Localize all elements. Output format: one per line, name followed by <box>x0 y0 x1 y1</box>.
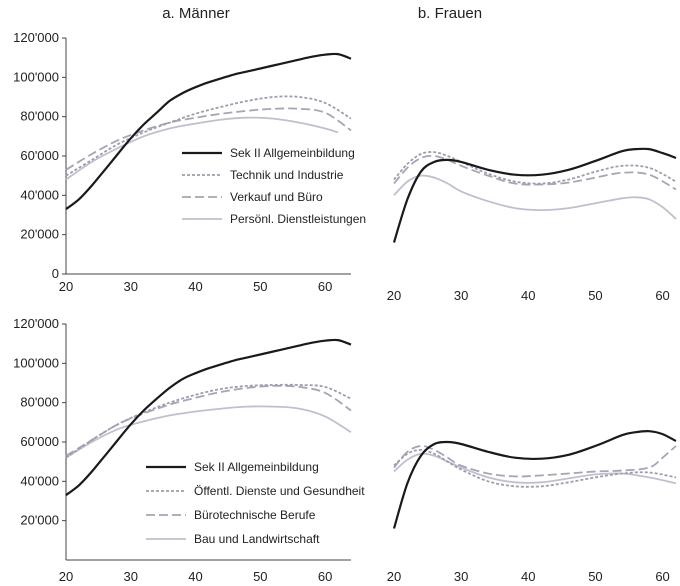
x-tick-label: 20 <box>387 288 401 303</box>
y-tick-label: 80'000 <box>20 109 59 124</box>
series-line-personl-dienstleistungen <box>65 116 339 181</box>
x-tick-label: 60 <box>318 569 332 584</box>
legend-label-sek-ii-allgemeinbildung: Sek II Allgemeinbildung <box>230 146 355 160</box>
series-line-sek-ii-allgemeinbildung <box>392 147 677 243</box>
x-tick-label: 60 <box>318 279 332 294</box>
x-tick-label: 40 <box>521 288 535 303</box>
x-tick-label: 30 <box>454 569 468 584</box>
series-line-sek-ii-allgemeinbildung <box>392 430 677 529</box>
x-tick-label: 40 <box>521 569 535 584</box>
x-tick-label: 40 <box>188 279 202 294</box>
series-line-technik-und-industrie <box>65 95 352 177</box>
x-tick-label: 20 <box>387 569 401 584</box>
plot-maenner-top: 0 20'000 40'000 60'000 80'000 100'000 120'000 2… <box>13 30 366 294</box>
series-line-sek-ii-allgemeinbildung <box>65 52 352 210</box>
x-tick-label: 40 <box>188 569 202 584</box>
x-tick-label: 20 <box>59 569 73 584</box>
x-tick-label: 30 <box>124 569 138 584</box>
legend-label-sek-ii-allgemeinbildung: Sek II Allgemeinbildung <box>194 460 319 474</box>
series-line-burotechnische-berufe <box>65 384 352 457</box>
series-line-personl-dienstleistungen <box>393 174 677 220</box>
series-line-bau-und-landwirtschaft <box>65 405 352 459</box>
x-tick-label: 50 <box>588 288 602 303</box>
series-line-sek-ii-allgemeinbildung <box>65 338 352 496</box>
panel-title-maenner: a. Männer <box>162 5 230 22</box>
y-tick-label: 80'000 <box>20 395 59 410</box>
series-line-verkauf-und-buro <box>393 155 677 191</box>
x-tick-label: 50 <box>588 569 602 584</box>
legend-label-bau-und-landwirtschaft: Bau und Landwirtschaft <box>194 532 320 546</box>
y-tick-label: 100'000 <box>13 355 59 370</box>
y-tick-label: 20'000 <box>20 513 59 528</box>
legend-label-personl-dienstleistungen: Persönl. Dienstleistungen <box>230 212 366 226</box>
series-line-burotechnische-berufe <box>393 444 677 478</box>
series-line-verkauf-und-buro <box>65 107 352 171</box>
x-tick-label: 20 <box>59 279 73 294</box>
plot-frauen-bottom: 20 30 40 50 60 <box>387 430 677 584</box>
y-tick-label: 100'000 <box>13 69 59 84</box>
x-tick-label: 30 <box>454 288 468 303</box>
legend-label-offentl-dienste-und-gesundheit: Öffentl. Dienste und Gesundheit <box>194 484 365 498</box>
y-tick-label: 120'000 <box>13 316 59 331</box>
y-tick-label: 60'000 <box>20 434 59 449</box>
panel-title-frauen: b. Frauen <box>418 5 482 22</box>
x-tick-label: 50 <box>253 569 267 584</box>
y-tick-label: 40'000 <box>20 473 59 488</box>
y-tick-label: 20'000 <box>20 227 59 242</box>
series-line-offentl-dienste-und-gesundheit <box>393 448 677 488</box>
y-tick-label: 0 <box>52 266 59 281</box>
y-tick-label: 120'000 <box>13 30 59 45</box>
plot-maenner-bottom: 20'000 40'000 60'000 80'000 100'000 120'000 20… <box>13 316 365 584</box>
plot-frauen-top: 20 30 40 50 60 <box>387 147 677 303</box>
y-tick-label: 40'000 <box>20 187 59 202</box>
legend-label-technik-und-industrie: Technik und Industrie <box>230 168 344 182</box>
x-tick-label: 50 <box>253 279 267 294</box>
series-line-offentl-dienste-und-gesundheit <box>65 383 352 459</box>
x-tick-label: 60 <box>655 569 669 584</box>
x-tick-label: 30 <box>124 279 138 294</box>
y-tick-label: 60'000 <box>20 148 59 163</box>
x-tick-label: 60 <box>655 288 669 303</box>
legend-label-burotechnische-berufe: Bürotechnische Berufe <box>194 508 316 522</box>
legend-label-verkauf-und-buro: Verkauf und Büro <box>230 190 323 204</box>
